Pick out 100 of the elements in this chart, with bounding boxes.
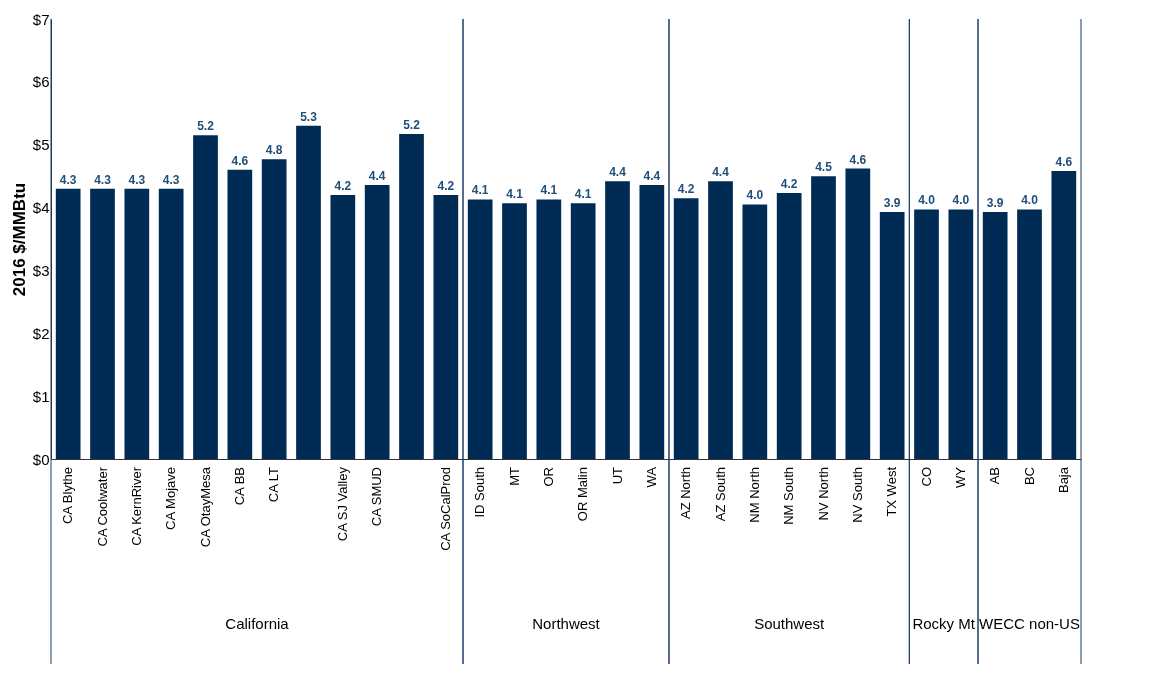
bar [55, 188, 81, 459]
bar [742, 204, 768, 459]
data-label: 4.3 [162, 172, 180, 187]
y-tick-label: $7 [32, 10, 50, 28]
y-tick-label: $2 [32, 324, 50, 342]
data-label: 4.2 [780, 177, 798, 192]
x-tick-label: CA BB [231, 467, 247, 506]
bar [570, 203, 596, 459]
x-tick-label: WA [643, 466, 659, 488]
bar [364, 184, 390, 459]
data-label: 5.2 [197, 119, 215, 134]
data-label: 4.0 [746, 188, 764, 203]
bar [811, 176, 836, 459]
bar [330, 195, 356, 459]
x-tick-label: Baja [1055, 466, 1071, 494]
x-tick-label: CA KernRiver [128, 466, 144, 546]
text: California [225, 615, 290, 632]
bar [399, 134, 424, 459]
x-tick-label: MT [506, 466, 522, 486]
bar [261, 159, 287, 459]
bar [639, 184, 665, 459]
data-label: 4.8 [265, 143, 283, 158]
data-label: 4.2 [437, 179, 455, 193]
data-label: 4.5 [815, 160, 833, 175]
data-label: 4.4 [609, 165, 627, 180]
bar [948, 209, 974, 459]
x-tick-label: NM North [746, 467, 762, 523]
x-tick-label: AB [987, 467, 1003, 485]
data-label: 3.9 [986, 195, 1004, 210]
bar [845, 168, 871, 459]
data-label: 4.0 [1021, 193, 1039, 208]
data-label: 4.1 [574, 187, 592, 202]
text: Southwest [754, 615, 826, 632]
x-tick-label: TX West [884, 466, 900, 517]
x-tick-label: CA OtayMesa [197, 466, 213, 548]
x-tick-label: UT [609, 466, 625, 485]
data-label: 4.2 [677, 182, 695, 197]
x-tick-label: OR Malin [575, 467, 591, 522]
y-tick-label: $4 [32, 199, 50, 217]
x-tick-label: WY [952, 466, 968, 488]
data-label: 4.2 [334, 179, 352, 193]
x-tick-label: CO [918, 467, 934, 487]
data-label: 4.3 [128, 172, 146, 187]
bar [433, 195, 459, 459]
data-label: 4.1 [471, 183, 489, 198]
bar [776, 193, 802, 459]
bar [536, 199, 562, 459]
bar [1017, 209, 1042, 459]
data-label: 4.1 [540, 183, 558, 198]
x-tick-label: OR [540, 467, 556, 487]
x-tick-label: ID South [472, 467, 488, 518]
data-label: 4.0 [952, 193, 970, 208]
text: Northwest [532, 615, 601, 632]
data-label: 5.3 [300, 109, 318, 124]
x-tick-label: CA SoCalProd [437, 467, 453, 551]
x-tick-label: CA Mojave [163, 467, 179, 530]
x-tick-label: CA SMUD [369, 467, 385, 527]
data-label: 4.6 [849, 152, 867, 167]
x-tick-label: CA Blythe [60, 467, 76, 525]
bar [296, 125, 321, 459]
bar [124, 188, 150, 459]
data-label: 4.4 [368, 168, 386, 183]
data-label: 4.4 [712, 165, 730, 180]
bar [708, 181, 733, 459]
x-tick-label: AZ North [678, 467, 694, 520]
y-tick-label: $3 [32, 261, 50, 279]
x-tick-label: BC [1021, 467, 1037, 486]
text: Rocky Mt [912, 615, 976, 632]
bar [879, 211, 905, 459]
y-tick-label: $1 [32, 387, 50, 405]
x-tick-label: CA SJ Valley [334, 466, 350, 542]
x-tick-label: NV North [815, 467, 831, 521]
data-label: 4.3 [59, 172, 77, 187]
x-tick-label: NV South [849, 467, 865, 523]
bar [467, 199, 493, 459]
data-label: 4.4 [643, 168, 661, 183]
y-tick-label: $6 [32, 73, 50, 91]
data-label: 4.0 [918, 193, 936, 208]
bar [502, 203, 527, 459]
data-label: 4.1 [506, 187, 524, 202]
x-tick-label: CA LT [266, 466, 282, 503]
data-label: 4.6 [1055, 155, 1073, 170]
data-label: 4.3 [94, 172, 112, 187]
y-tick-label: $5 [32, 136, 50, 154]
bar [982, 211, 1008, 459]
bar [673, 198, 699, 459]
x-tick-label: CA Coolwater [94, 466, 110, 547]
y-axis-title: 2016 $/MMBtu [9, 182, 29, 297]
bar [90, 188, 115, 459]
bar [227, 169, 253, 459]
x-tick-label: NM South [781, 467, 797, 525]
data-label: 4.6 [231, 153, 249, 168]
y-tick-label: $0 [32, 450, 50, 468]
bar [158, 188, 184, 459]
text: WECC non-US [979, 615, 1080, 632]
x-tick-label: AZ South [712, 467, 728, 522]
bar [605, 181, 630, 459]
data-label: 5.2 [403, 118, 421, 133]
bar [914, 209, 939, 459]
bar [193, 135, 218, 459]
